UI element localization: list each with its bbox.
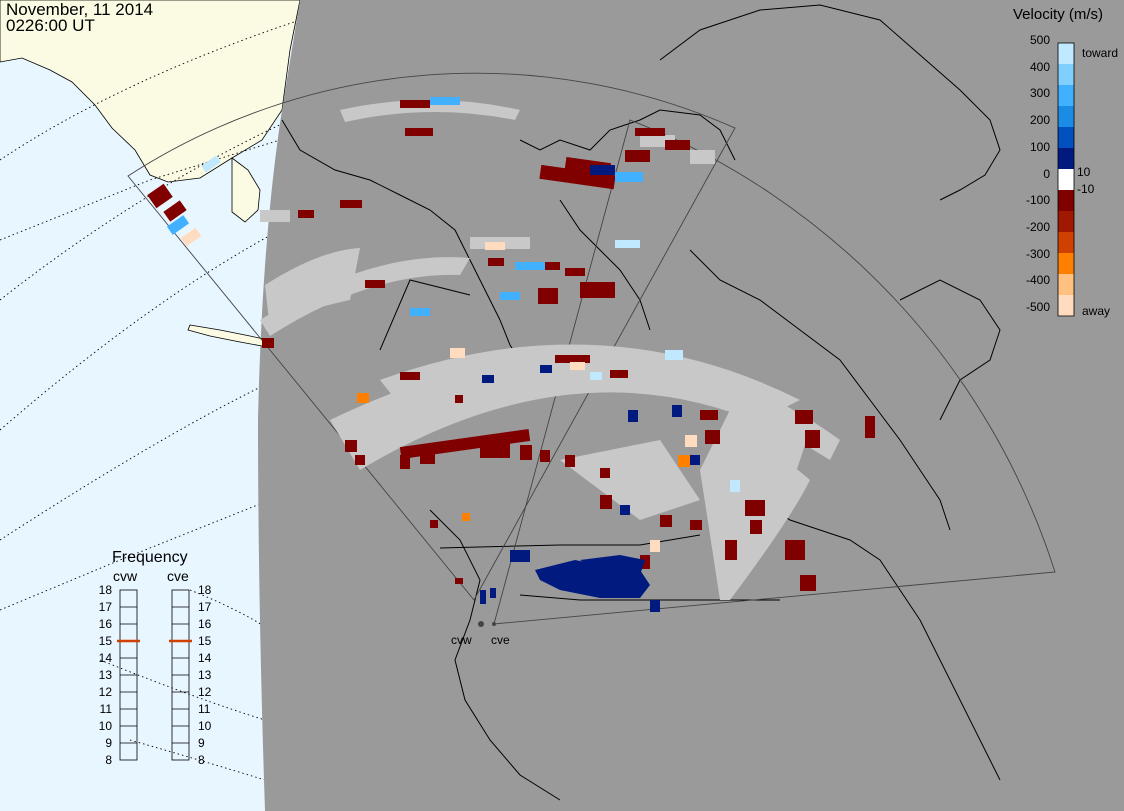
night-region [258,0,1124,811]
radar-site-label-cvw: cvw [451,633,472,647]
colorbar-segment [1058,127,1074,149]
alaska-land [0,0,301,183]
frequency-title: Frequency [112,549,188,566]
coastline [281,4,1001,801]
velocity-away-cells [147,100,875,591]
frequency-scale-label-left: 8 [105,753,112,767]
frequency-scale-label-left: 17 [99,600,113,614]
velocity-light-blue-cells [166,97,643,316]
colorbar-segment [1058,211,1074,233]
velocity-tick-label: -400 [1026,273,1050,287]
frequency-scale-label-right: 14 [198,651,212,665]
frequency-scale-label-right: 15 [198,634,212,648]
frequency-column-label-cvw: cvw [113,568,138,584]
velocity-tick-label: 300 [1030,86,1050,100]
frequency-scale-label-right: 12 [198,685,212,699]
colorbar-segment [1058,169,1074,191]
colorbar-segment [1058,232,1074,254]
frequency-scale-label-right: 11 [198,702,211,716]
fov-cvw [127,72,736,601]
velocity-tick-label: 200 [1030,113,1050,127]
velocity-toward-cells [480,165,700,612]
date-label: November, 11 2014 [6,0,154,19]
frequency-scale-label-right: 16 [198,617,212,631]
frequency-scale-label-left: 9 [105,736,112,750]
velocity-tick-label: 400 [1030,60,1050,74]
velocity-tick-label: -10 [1077,182,1095,196]
colorbar-segment [1058,148,1074,170]
frequency-scale-label-left: 10 [99,719,113,733]
frequency-scale-label-left: 15 [99,634,113,648]
frequency-columns: 18 18 17 17 16 16 15 15 14 14 13 13 12 12 11 11 10 10 9 9 8 8 [99,583,212,767]
frequency-scale-label-left: 12 [99,685,113,699]
radar-site-cvw [478,621,484,627]
velocity-peach-cells [180,227,697,552]
velocity-tick-label: 500 [1030,33,1050,47]
velocity-tick-label: -100 [1026,193,1050,207]
colorbar-segment [1058,64,1074,86]
velocity-tick-label: -500 [1026,300,1050,314]
frequency-scale-label-left: 16 [99,617,113,631]
velocity-tick-label: 0 [1043,167,1050,181]
velocity-scale-title: Velocity (m/s) [1013,6,1104,23]
velocity-tick-label: -300 [1026,247,1050,261]
frequency-scale-label-left: 13 [99,668,113,682]
velocity-colorbar: 500400300200100100-10-100-200-300-400-50… [1026,33,1118,318]
velocity-tick-label: 100 [1030,140,1050,154]
velocity-tick-label: 10 [1077,165,1091,179]
colorbar-frame [1057,42,1075,317]
colorbar-segment [1058,253,1074,275]
colorbar-segment [1058,43,1074,65]
frequency-scale-label-right: 13 [198,668,212,682]
ground-scatter [260,100,840,600]
colorbar-segment [1058,106,1074,128]
frequency-scale-label-left: 11 [100,702,113,716]
frequency-scale-label-right: 8 [198,753,205,767]
velocity-tick-label: -200 [1026,220,1050,234]
frequency-column-label-cve: cve [167,568,189,584]
frequency-scale-label-right: 9 [198,736,205,750]
colorbar-segment [1058,295,1074,317]
frequency-scale-label-right: 10 [198,719,212,733]
radar-site-label-cve: cve [491,633,510,647]
colorbar-segment [1058,274,1074,296]
colorbar-segment [1058,190,1074,212]
velocity-orange-cells [357,393,690,521]
radar-site-cve [492,622,496,626]
velocity-away-label: away [1082,304,1110,318]
frequency-scale-label-right: 18 [198,583,212,597]
frequency-scale-label-left: 18 [99,583,113,597]
time-label: 0226:00 UT [6,16,95,35]
frequency-scale-label-right: 17 [198,600,212,614]
frequency-scale-label-left: 14 [99,651,113,665]
velocity-toward-label: toward [1082,46,1118,60]
velocity-pale-blue-cells [201,155,740,492]
alaska-coast-bump [231,157,261,223]
colorbar-segment [1058,85,1074,107]
